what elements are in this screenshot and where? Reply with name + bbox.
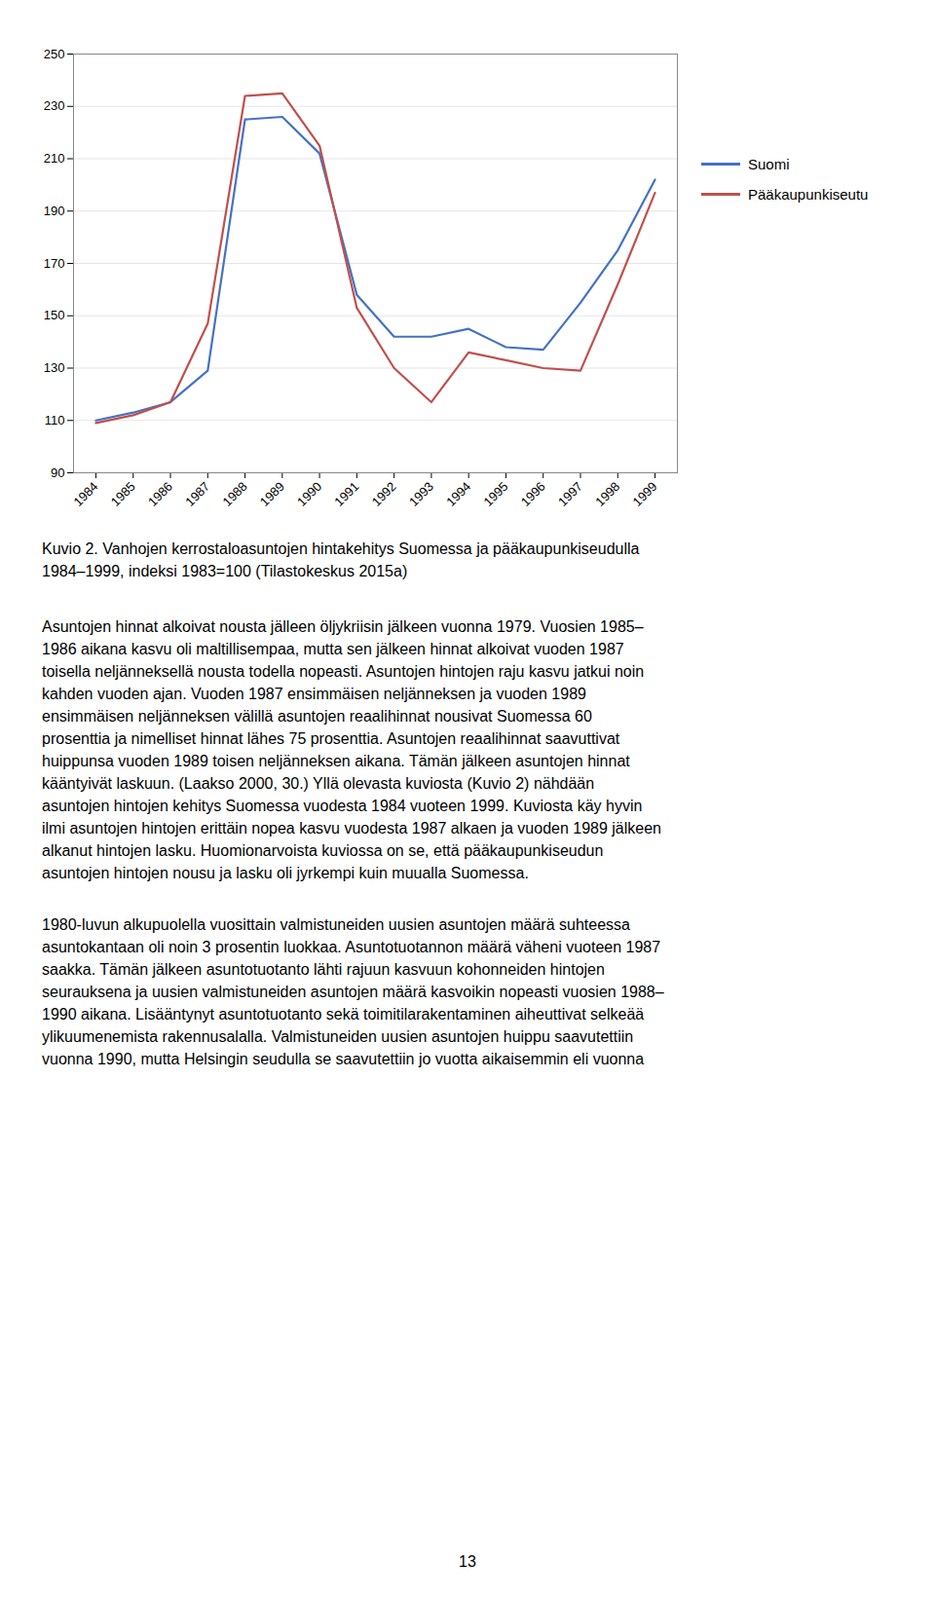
html-text:kahden vuoden ajan. Vuoden 198: kahden vuoden ajan. Vuoden 1987 ensimmäi… (41, 685, 587, 703)
svg-text:1987: 1987 (182, 479, 213, 510)
html-text:kääntyivät laskuun. (Laakso 20: kääntyivät laskuun. (Laakso 2000, 30.) Y… (41, 775, 595, 792)
html-text:Kuvio 2. Vanhojen kerrostaloas: Kuvio 2. Vanhojen kerrostaloasuntojen hi… (41, 540, 640, 558)
svg-text:1993: 1993 (406, 479, 437, 510)
html-text:1980-luvun alkupuolella vuosit: 1980-luvun alkupuolella vuosittain valmi… (41, 916, 631, 934)
svg-text:210: 210 (43, 150, 66, 166)
svg-text:1992: 1992 (369, 479, 400, 510)
html-text:13: 13 (458, 1553, 477, 1571)
svg-text:1985: 1985 (108, 479, 139, 510)
html-text:Pääkaupunkiseutu: Pääkaupunkiseutu (748, 186, 869, 203)
svg-text:110: 110 (44, 412, 66, 428)
html-text:1986 aikana kasvu oli maltilli: 1986 aikana kasvu oli maltillisempaa, mu… (41, 640, 625, 658)
svg-text:1999: 1999 (630, 479, 661, 510)
svg-text:90: 90 (50, 465, 65, 481)
html-text:huippunsa vuoden 1989 toisen n: huippunsa vuoden 1989 toisen neljännekse… (41, 752, 630, 770)
svg-text:250: 250 (43, 46, 66, 62)
svg-text:1984: 1984 (70, 479, 101, 510)
html-text:prosenttia ja nimelliset hinna: prosenttia ja nimelliset hinnat lähes 75… (41, 730, 620, 748)
svg-text:230: 230 (43, 98, 66, 113)
html-text:toisella neljänneksellä nousta: toisella neljänneksellä nousta todella n… (41, 663, 644, 680)
html-text:seurauksena ja uusien valmistu: seurauksena ja uusien valmistuneiden asu… (41, 983, 664, 1001)
html-text:1990 aikana. Lisääntynyt asunt: 1990 aikana. Lisääntynyt asuntotuotanto … (41, 1006, 644, 1023)
html-text:Suomi: Suomi (748, 155, 790, 173)
svg-text:150: 150 (43, 307, 66, 323)
svg-text:1995: 1995 (480, 479, 511, 510)
svg-text:1996: 1996 (518, 479, 549, 510)
html-text:ylikuumenemista rakennusalalla: ylikuumenemista rakennusalalla. Valmistu… (41, 1028, 634, 1046)
svg-text:190: 190 (43, 203, 66, 219)
svg-text:170: 170 (43, 256, 66, 271)
svg-text:1990: 1990 (294, 479, 325, 510)
html-text:vuonna 1990, mutta Helsingin s: vuonna 1990, mutta Helsingin seudulla se… (41, 1050, 644, 1068)
svg-text:1997: 1997 (555, 479, 586, 510)
html-text:Asuntojen hinnat alkoivat nous: Asuntojen hinnat alkoivat nousta jälleen… (41, 618, 644, 636)
svg-text:130: 130 (43, 360, 66, 375)
svg-text:1998: 1998 (592, 479, 623, 510)
html-text:asuntojen hintojen nousu ja la: asuntojen hintojen nousu ja lasku oli jy… (41, 864, 529, 882)
svg-text:1994: 1994 (443, 479, 474, 510)
html-text:saakka. Tämän jälkeen asuntotu: saakka. Tämän jälkeen asuntotuotanto läh… (41, 961, 605, 978)
html-text:alkanut hintojen lasku. Huomio: alkanut hintojen lasku. Huomionarvoista … (41, 842, 604, 860)
html-text:ensimmäisen neljänneksen välil: ensimmäisen neljänneksen välillä asuntoj… (41, 708, 592, 725)
svg-text:1986: 1986 (145, 479, 176, 510)
html-text:asuntojen hintojen kehitys Suo: asuntojen hintojen kehitys Suomessa vuod… (41, 797, 643, 815)
html-text:ilmi asuntojen hintojen erittä: ilmi asuntojen hintojen erittäin nopea k… (41, 820, 662, 837)
html-text:asuntokantaan oli noin 3 prose: asuntokantaan oli noin 3 prosentin luokk… (41, 938, 661, 956)
svg-text:1988: 1988 (220, 479, 251, 510)
html-text:1984–1999, indeksi 1983=100 (T: 1984–1999, indeksi 1983=100 (Tilastokesk… (41, 562, 408, 580)
svg-text:1991: 1991 (331, 479, 362, 510)
svg-text:1989: 1989 (257, 479, 288, 510)
